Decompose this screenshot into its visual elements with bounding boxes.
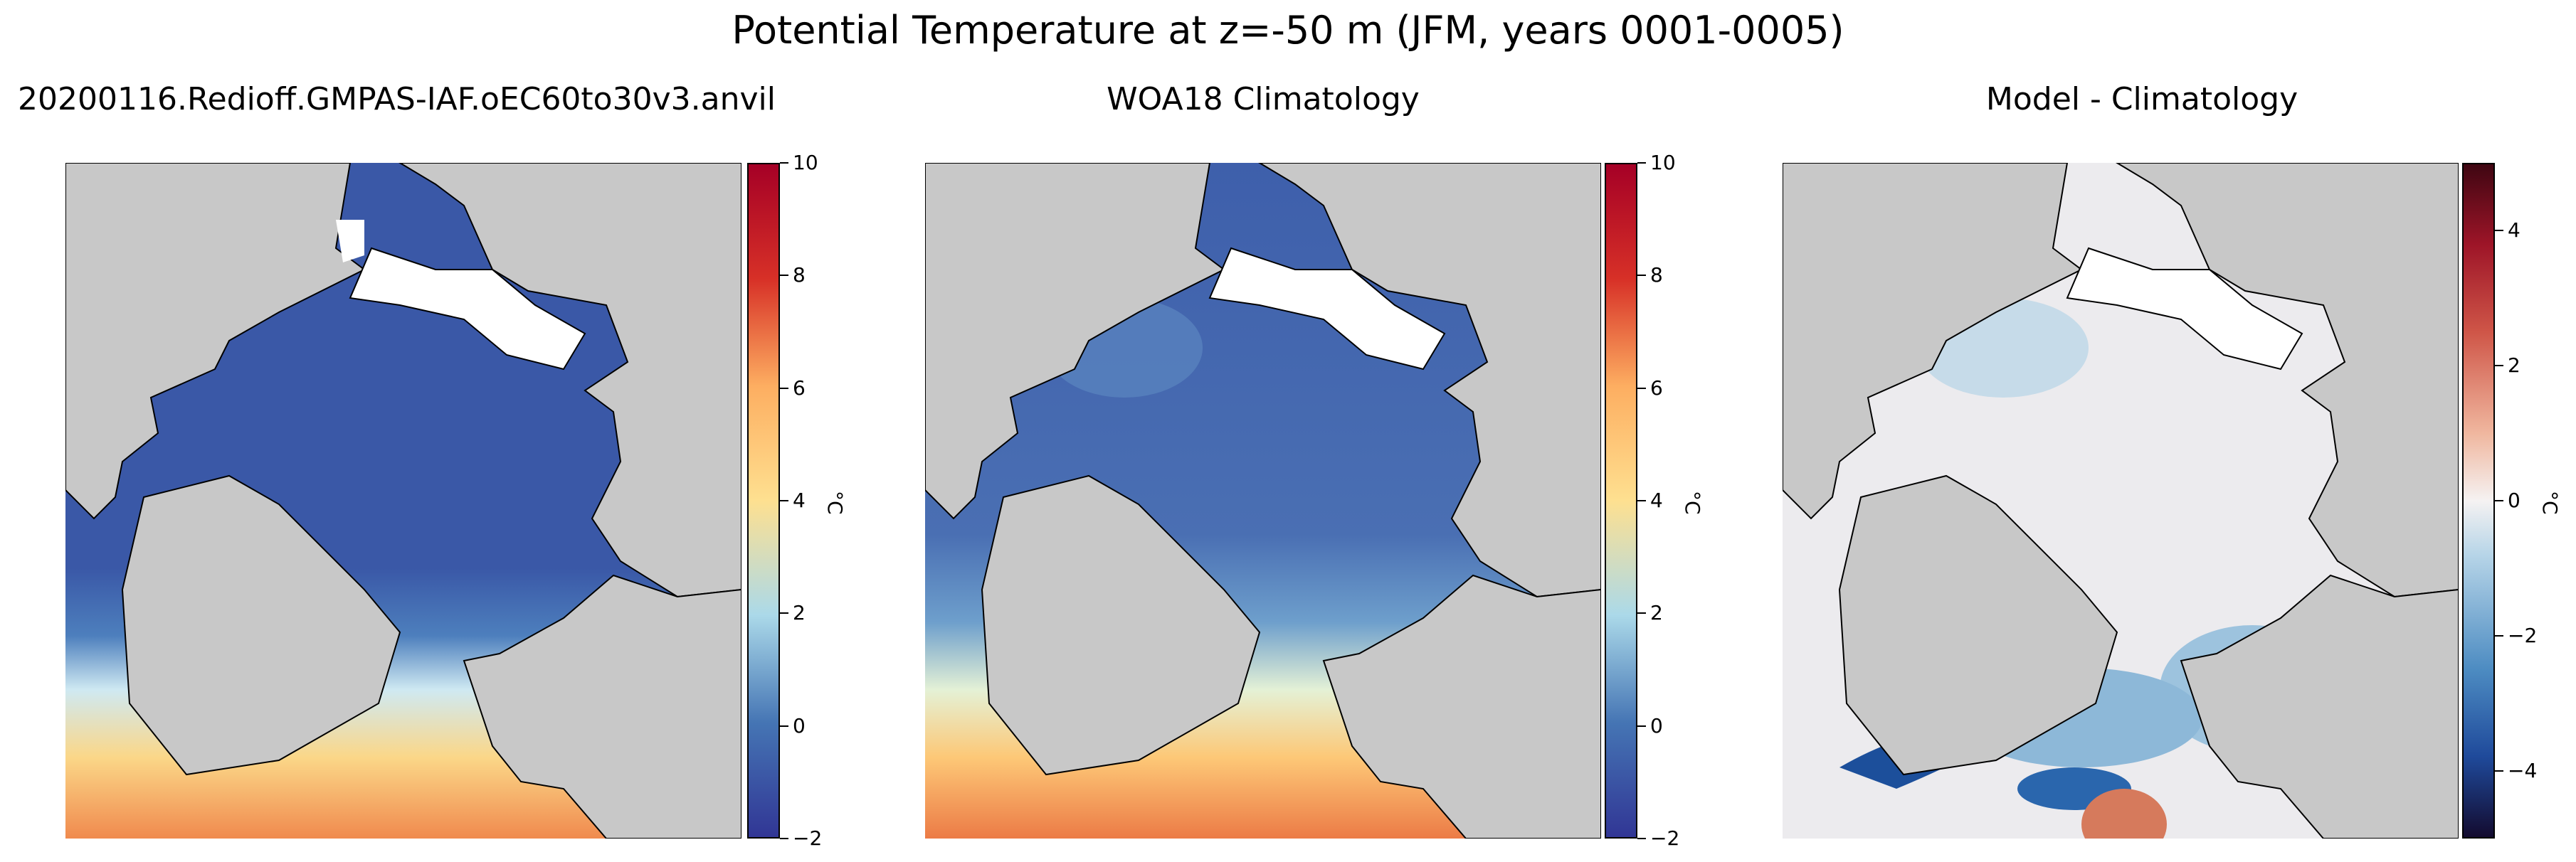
greenland (1838, 474, 2118, 776)
colorbar-tick-mark (1637, 725, 1646, 727)
colorbar-tick-mark (780, 387, 788, 389)
colorbar-tick-mark (2495, 230, 2503, 231)
colorbar-tick-label: −4 (2508, 759, 2538, 782)
panel-3-title: Model - Climatology (1985, 81, 2298, 117)
colorbar-tick-label: 0 (1650, 713, 1663, 738)
colorbar-tick-label: 8 (793, 263, 806, 287)
panel-3-colorbar (2462, 163, 2495, 839)
colorbar-tick-mark (780, 838, 788, 839)
greenland (121, 474, 401, 776)
no-data (2066, 247, 2303, 371)
colorbar-tick-label: 2 (793, 601, 806, 625)
land (925, 163, 1225, 520)
colorbar-tick-mark (780, 275, 788, 277)
colorbar-tick-mark (2495, 770, 2503, 772)
colorbar-tick-label: −2 (2508, 624, 2538, 647)
panel-2-colorbar-label: °C (1681, 491, 1704, 515)
land (1783, 163, 2083, 520)
colorbar-tick-mark (1637, 838, 1646, 839)
colorbar-tick-mark (780, 162, 788, 164)
panel-3-map (1783, 163, 2459, 839)
colorbar-tick-label: 4 (1650, 489, 1663, 512)
colorbar-tick-mark (1637, 162, 1646, 164)
land (65, 163, 366, 520)
colorbar-tick-label: 2 (1650, 601, 1663, 625)
colorbar-tick-mark (1637, 500, 1646, 501)
greenland (981, 474, 1261, 776)
colorbar-tick-mark (2495, 635, 2503, 637)
no-data (1208, 247, 1446, 371)
panel-1-colorbar-label: °C (823, 491, 847, 515)
no-data (349, 247, 586, 371)
colorbar-tick-mark (2495, 500, 2503, 501)
panel-1-colorbar (747, 163, 780, 839)
colorbar-tick-mark (780, 500, 788, 501)
colorbar-tick-label: 4 (793, 489, 806, 512)
colorbar-tick-mark (1637, 275, 1646, 277)
colorbar-tick-label: 0 (2508, 489, 2520, 512)
colorbar-tick-label: 6 (1650, 376, 1663, 400)
colorbar-tick-mark (2495, 365, 2503, 366)
colorbar-tick-mark (780, 612, 788, 614)
colorbar-tick-label: 10 (1650, 151, 1676, 174)
colorbar-tick-mark (1637, 387, 1646, 389)
colorbar-tick-mark (780, 725, 788, 727)
figure-title: Potential Temperature at z=-50 m (JFM, y… (732, 8, 1844, 53)
scandinavia (463, 574, 741, 839)
panel-2-title: WOA18 Climatology (1107, 81, 1420, 117)
scandinavia (1322, 574, 1601, 839)
colorbar-tick-label: 6 (793, 376, 806, 400)
no-data (336, 220, 364, 262)
panel-1-title: 20200116.Redioff.GMPAS-IAF.oEC60to30v3.a… (18, 81, 776, 117)
colorbar-tick-label: 0 (793, 713, 806, 738)
colorbar-tick-label: 4 (2508, 218, 2520, 242)
panel-2-map (925, 163, 1601, 839)
colorbar-tick-label: 10 (793, 151, 818, 174)
colorbar-tick-label: −2 (793, 826, 823, 850)
colorbar-tick-label: 8 (1650, 263, 1663, 287)
colorbar-tick-label: 2 (2508, 353, 2520, 377)
scandinavia (2180, 574, 2459, 839)
panel-2-colorbar (1605, 163, 1637, 839)
colorbar-tick-label: −2 (1650, 826, 1680, 850)
panel-3-colorbar-label: °C (2538, 491, 2562, 515)
colorbar-tick-mark (1637, 612, 1646, 614)
panel-1-map (65, 163, 741, 839)
